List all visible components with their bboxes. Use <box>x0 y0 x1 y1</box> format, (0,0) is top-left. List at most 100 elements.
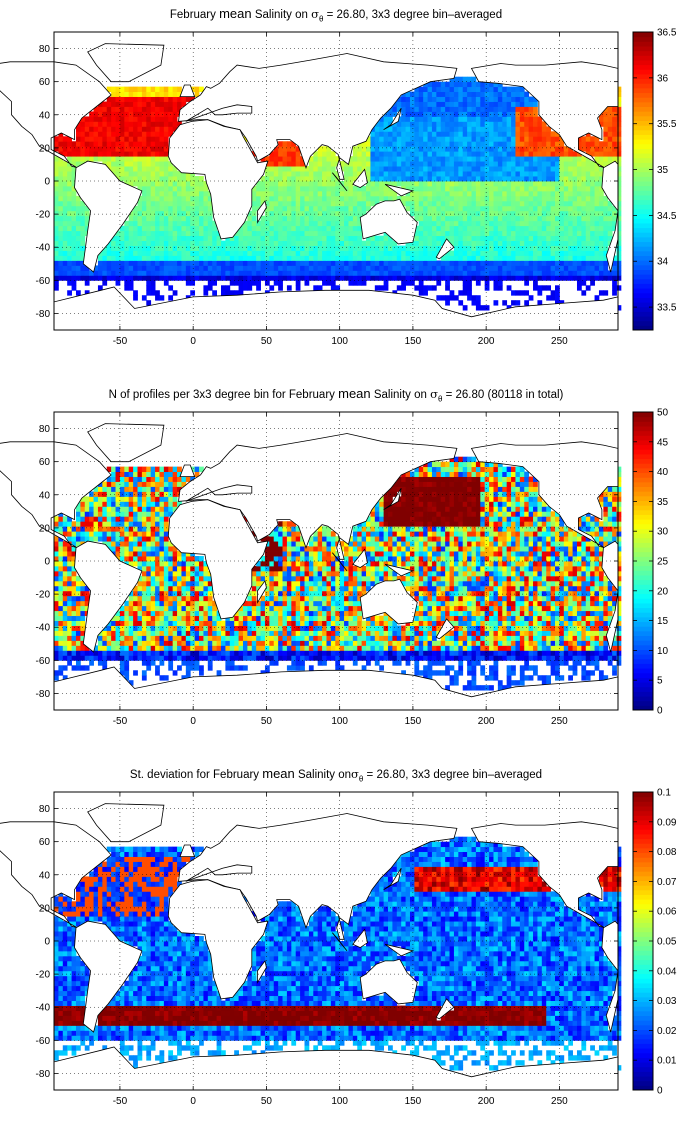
data-cell <box>555 200 560 207</box>
data-cell <box>431 650 437 656</box>
data-cell <box>502 270 508 276</box>
data-cell <box>260 220 266 227</box>
data-cell <box>607 121 613 127</box>
data-cell <box>528 156 534 162</box>
data-cell <box>124 675 130 681</box>
data-cell <box>199 190 204 197</box>
data-cell <box>388 650 393 656</box>
data-cell <box>541 650 547 656</box>
data-cell <box>317 176 323 182</box>
data-cell <box>155 275 160 281</box>
data-cell <box>335 635 341 641</box>
data-cell <box>537 230 543 237</box>
data-cell <box>524 190 530 197</box>
data-cell <box>458 106 464 112</box>
data-cell <box>286 185 292 192</box>
data-cell <box>234 640 239 646</box>
data-cell <box>102 151 108 157</box>
data-cell <box>401 270 406 276</box>
data-cell <box>172 260 178 266</box>
data-cell <box>256 280 261 286</box>
data-cell <box>484 220 490 227</box>
data-cell <box>436 86 442 92</box>
data-cell <box>295 650 301 656</box>
data-cell <box>392 260 398 266</box>
data-cell <box>449 171 455 177</box>
data-cell <box>449 655 455 661</box>
data-cell <box>133 111 138 117</box>
data-cell <box>427 215 433 222</box>
data-cell <box>322 650 327 656</box>
data-cell <box>559 640 565 646</box>
data-cell <box>155 260 160 266</box>
data-cell <box>484 146 490 152</box>
data-cell <box>238 225 244 232</box>
data-cell <box>572 181 578 187</box>
data-cell <box>366 635 371 641</box>
data-cell <box>335 245 341 251</box>
data-cell <box>598 275 604 281</box>
data-cell <box>119 255 125 261</box>
data-cell <box>467 650 472 656</box>
data-cell <box>133 171 138 177</box>
data-cell <box>480 275 486 281</box>
data-cell <box>414 270 420 276</box>
data-cell <box>295 255 301 261</box>
data-cell <box>128 235 134 241</box>
data-cell <box>489 91 494 97</box>
data-cell <box>273 275 279 281</box>
data-cell <box>295 146 301 152</box>
data-cell <box>352 200 358 207</box>
data-cell <box>431 156 437 162</box>
data-cell <box>185 635 191 641</box>
data-cell <box>137 260 143 266</box>
data-cell <box>537 181 543 187</box>
data-cell <box>467 270 472 276</box>
data-cell <box>427 270 433 276</box>
data-cell <box>383 185 389 192</box>
data-cell <box>440 260 446 266</box>
data-cell <box>392 131 398 137</box>
data-cell <box>563 210 569 217</box>
data-cell <box>555 270 560 276</box>
data-cell <box>467 215 472 222</box>
data-cell <box>528 171 534 177</box>
data-cell <box>190 255 196 261</box>
data-cell <box>511 265 516 271</box>
data-cell <box>352 635 358 641</box>
data-cell <box>431 91 437 97</box>
data-cell <box>75 126 81 132</box>
data-cell <box>550 245 556 251</box>
data-cell <box>67 255 72 261</box>
data-cell <box>453 121 459 127</box>
data-cell <box>111 136 116 142</box>
data-cell <box>590 240 595 246</box>
data-cell <box>418 270 424 276</box>
data-cell <box>300 235 305 241</box>
data-cell <box>313 161 319 167</box>
data-cell <box>251 260 257 266</box>
data-cell <box>594 640 600 646</box>
data-cell <box>330 275 336 281</box>
data-cell <box>344 645 349 651</box>
data-cell <box>418 635 424 641</box>
data-cell <box>58 255 64 261</box>
data-cell <box>445 235 450 241</box>
data-cell <box>300 245 305 251</box>
data-cell <box>524 300 530 306</box>
data-cell <box>537 215 543 222</box>
data-cell <box>537 195 543 202</box>
data-cell <box>616 660 622 666</box>
data-cell <box>423 171 428 177</box>
data-cell <box>475 280 481 286</box>
data-cell <box>159 200 165 207</box>
data-cell <box>480 685 486 691</box>
data-cell <box>515 260 521 266</box>
data-cell <box>414 190 420 197</box>
data-cell <box>458 670 464 676</box>
data-cell <box>348 260 354 266</box>
data-cell <box>225 240 231 246</box>
data-cell <box>163 630 169 636</box>
data-cell <box>304 260 310 266</box>
data-cell <box>555 235 560 241</box>
